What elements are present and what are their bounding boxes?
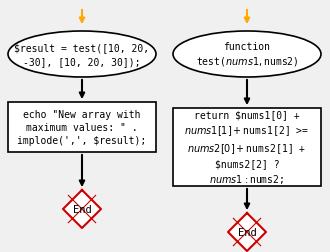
Text: End: End bbox=[238, 227, 256, 237]
Text: End: End bbox=[73, 204, 91, 214]
Text: $result = test([10, 20,
-30], [10, 20, 30]);: $result = test([10, 20, -30], [10, 20, 3… bbox=[15, 43, 149, 66]
Polygon shape bbox=[63, 190, 101, 228]
Text: function
test($nums1, $nums2): function test($nums1, $nums2) bbox=[196, 41, 298, 68]
Text: return $nums1[0] +
$nums1[1] + $nums1[2] >=
$nums2[0] + $nums2[1] +
$nums2[2] ?
: return $nums1[0] + $nums1[1] + $nums1[2]… bbox=[184, 110, 310, 185]
Polygon shape bbox=[228, 213, 266, 251]
Ellipse shape bbox=[173, 32, 321, 78]
Bar bbox=[8, 103, 156, 152]
Bar bbox=[173, 109, 321, 186]
Ellipse shape bbox=[8, 32, 156, 78]
Text: echo "New array with
maximum values: " .
implode(',', $result);: echo "New array with maximum values: " .… bbox=[17, 109, 147, 146]
